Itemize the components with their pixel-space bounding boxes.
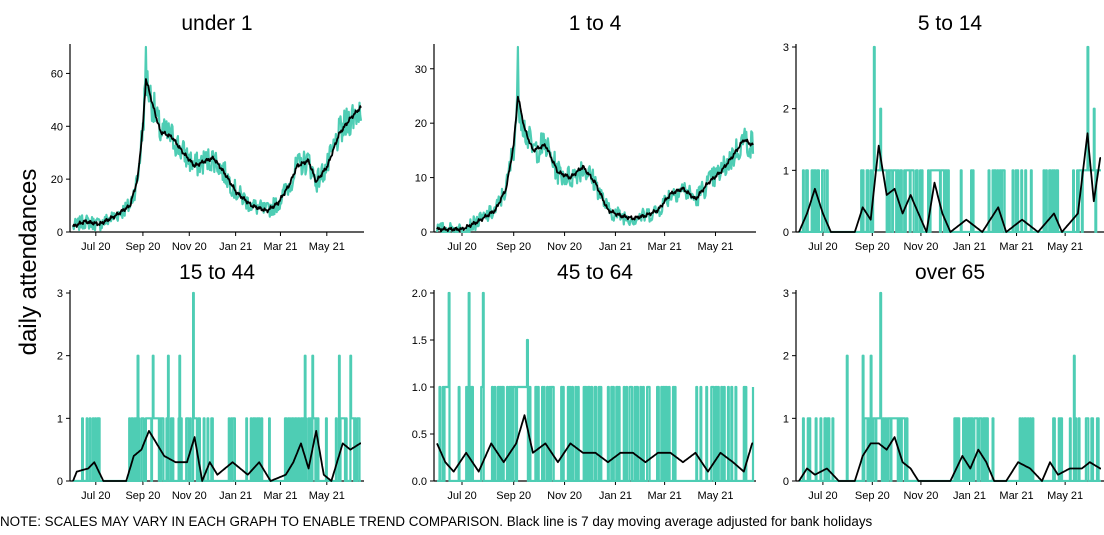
x-tick-label: Jan 21 bbox=[953, 241, 986, 253]
x-tick-label: Sep 20 bbox=[496, 490, 531, 502]
x-tick-label: Mar 21 bbox=[647, 490, 681, 502]
y-tick-label: 3 bbox=[783, 42, 789, 54]
x-tick-label: Mar 21 bbox=[263, 241, 297, 253]
x-tick-label: Sep 20 bbox=[125, 490, 160, 502]
y-tick-label: 0 bbox=[783, 227, 789, 239]
y-tick-label: 10 bbox=[415, 173, 427, 185]
series-moving-average-line bbox=[436, 414, 754, 473]
y-tick-label: 20 bbox=[415, 118, 427, 130]
series-moving-average-line bbox=[72, 430, 362, 482]
y-tick-label: 0 bbox=[783, 476, 789, 488]
y-tick-label: 1 bbox=[57, 413, 63, 425]
x-tick-label: Nov 20 bbox=[547, 490, 582, 502]
panel-title: 15 to 44 bbox=[179, 261, 255, 284]
series-moving-average-line bbox=[798, 132, 1102, 233]
panel-title: 1 to 4 bbox=[569, 12, 622, 35]
y-tick-label: 20 bbox=[51, 174, 63, 186]
y-tick-label: 2 bbox=[57, 351, 63, 363]
x-tick-label: Jan 21 bbox=[219, 490, 252, 502]
series-moving-average-line bbox=[72, 78, 362, 228]
y-tick-label: 1 bbox=[783, 165, 789, 177]
y-tick-label: 2 bbox=[783, 104, 789, 116]
x-tick-label: Mar 21 bbox=[647, 241, 681, 253]
x-tick-label: Nov 20 bbox=[172, 490, 207, 502]
x-tick-label: May 21 bbox=[697, 241, 733, 253]
x-tick-label: Jul 20 bbox=[808, 241, 837, 253]
x-tick-label: Jan 21 bbox=[953, 490, 986, 502]
y-tick-label: 0 bbox=[57, 227, 63, 239]
panel-title: under 1 bbox=[181, 12, 252, 35]
series-daily-line bbox=[436, 291, 755, 482]
x-tick-label: Jul 20 bbox=[81, 241, 110, 253]
x-tick-label: Jan 21 bbox=[599, 241, 632, 253]
panel-title: 45 to 64 bbox=[557, 261, 633, 284]
y-tick-label: 40 bbox=[51, 121, 63, 133]
y-tick-label: 3 bbox=[783, 288, 789, 300]
x-tick-label: Jul 20 bbox=[808, 490, 837, 502]
x-tick-label: Mar 21 bbox=[999, 241, 1033, 253]
y-axis-title: daily attendances bbox=[15, 169, 42, 356]
x-tick-label: May 21 bbox=[1047, 490, 1083, 502]
x-tick-label: May 21 bbox=[697, 490, 733, 502]
panel-over-65: over 65 0 1 2 3 Jul 20 Sep 20 Nov 20 Jan 21 Mar 2… bbox=[783, 261, 1104, 502]
panel-title: over 65 bbox=[915, 261, 985, 284]
y-tick-label: 60 bbox=[51, 68, 63, 80]
series-moving-average-line bbox=[798, 436, 1102, 482]
panel-45-to-64: 45 to 64 0.0 0.5 1.0 1.5 2.0 Jul 20 Sep 20 Nov 2… bbox=[412, 261, 756, 502]
series-daily-line bbox=[435, 45, 755, 233]
panel-5-to-14: 5 to 14 0 1 2 3 Jul 20 Sep 20 Nov 20 Jan 21 Mar 2… bbox=[783, 12, 1104, 253]
y-tick-label: 1.5 bbox=[412, 335, 427, 347]
y-tick-label: 3 bbox=[57, 288, 63, 300]
panel-title: 5 to 14 bbox=[918, 12, 983, 35]
x-tick-label: May 21 bbox=[309, 241, 345, 253]
x-tick-label: Jan 21 bbox=[219, 241, 252, 253]
x-tick-label: Nov 20 bbox=[903, 490, 938, 502]
x-tick-label: Mar 21 bbox=[263, 490, 297, 502]
x-tick-label: Jul 20 bbox=[447, 490, 476, 502]
y-tick-label: 1.0 bbox=[412, 382, 427, 394]
x-tick-label: Sep 20 bbox=[855, 241, 890, 253]
y-tick-label: 0 bbox=[421, 227, 427, 239]
y-tick-label: 0.0 bbox=[412, 476, 427, 488]
panel-under-1: under 1 0 20 40 60 Jul 20 Sep 20 Nov 20 Jan 21 Ma… bbox=[51, 12, 364, 253]
y-tick-label: 2 bbox=[783, 351, 789, 363]
x-tick-label: Jan 21 bbox=[599, 490, 632, 502]
x-tick-label: Jul 20 bbox=[447, 241, 476, 253]
x-tick-label: Jul 20 bbox=[81, 490, 110, 502]
y-tick-label: 0.5 bbox=[412, 429, 427, 441]
x-tick-label: May 21 bbox=[1047, 241, 1083, 253]
x-tick-label: Sep 20 bbox=[855, 490, 890, 502]
series-daily-line bbox=[798, 45, 1102, 233]
panel-15-to-44: 15 to 44 0 1 2 3 Jul 20 Sep 20 Nov 20 Jan 21 Mar … bbox=[57, 261, 364, 502]
x-tick-label: Nov 20 bbox=[903, 241, 938, 253]
x-tick-label: Mar 21 bbox=[999, 490, 1033, 502]
panel-1-to-4: 1 to 4 0 10 20 30 Jul 20 Sep 20 Nov 20 Jan 21 Mar… bbox=[415, 12, 756, 253]
x-tick-label: Sep 20 bbox=[496, 241, 531, 253]
series-daily-line bbox=[72, 291, 362, 482]
x-tick-label: Nov 20 bbox=[547, 241, 582, 253]
series-moving-average-line bbox=[436, 95, 754, 233]
series-daily-line bbox=[798, 291, 1102, 482]
x-tick-label: Sep 20 bbox=[125, 241, 160, 253]
x-tick-label: May 21 bbox=[309, 490, 345, 502]
y-tick-label: 1 bbox=[783, 413, 789, 425]
y-tick-label: 30 bbox=[415, 64, 427, 76]
y-tick-label: 2.0 bbox=[412, 288, 427, 300]
series-daily-line bbox=[71, 45, 363, 232]
x-tick-label: Nov 20 bbox=[172, 241, 207, 253]
footnote: NOTE: SCALES MAY VARY IN EACH GRAPH TO E… bbox=[0, 514, 873, 529]
y-tick-label: 0 bbox=[57, 476, 63, 488]
